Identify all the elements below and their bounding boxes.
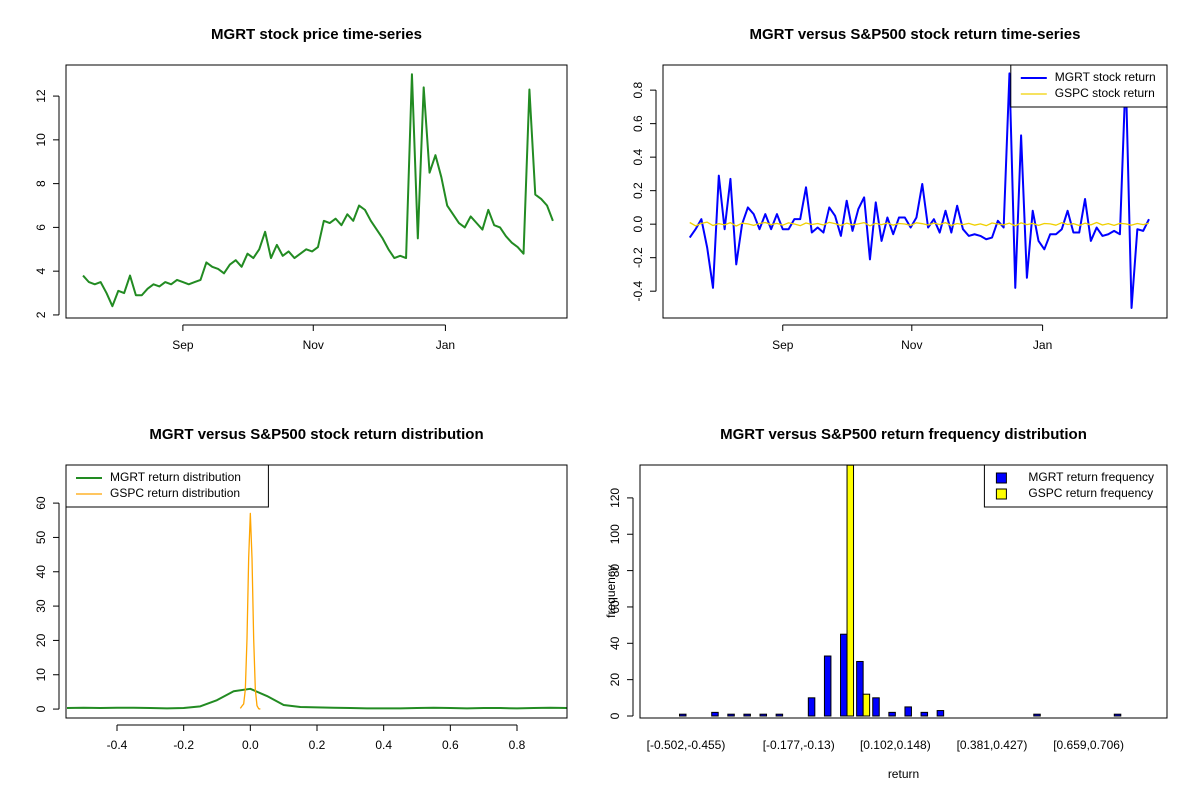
- bar: [1033, 713, 1041, 717]
- legend-swatch: [995, 472, 1007, 484]
- chart-title: MGRT versus S&P500 stock return distribu…: [149, 426, 483, 443]
- y-tick-label: 0.8: [631, 81, 645, 98]
- bar: [759, 713, 768, 717]
- bar: [856, 660, 864, 717]
- bar: [840, 633, 848, 717]
- y-tick-label: 10: [34, 668, 48, 682]
- x-tick-label: Jan: [436, 338, 455, 352]
- y-tick-label: 60: [608, 600, 622, 614]
- series-line: [689, 221, 1150, 227]
- y-tick-label: -0.4: [631, 281, 645, 302]
- y-tick-label: 20: [34, 633, 48, 647]
- y-tick-label: 100: [608, 524, 622, 544]
- y-tick-label: 120: [608, 488, 622, 508]
- y-tick-label: 6: [34, 224, 48, 231]
- bar: [872, 697, 880, 717]
- bar: [846, 465, 855, 717]
- bar: [1113, 713, 1122, 717]
- x-tick-label: 0.0: [242, 738, 259, 752]
- bar: [807, 697, 816, 717]
- bar: [936, 710, 945, 717]
- legend-label: GSPC stock return: [1055, 86, 1155, 100]
- x-tick-label: -0.4: [107, 738, 128, 752]
- x-tick-label: 0.2: [309, 738, 326, 752]
- x-tick-label: -0.2: [173, 738, 194, 752]
- y-tick-label: 0: [34, 705, 48, 712]
- chart-title: MGRT stock price time-series: [211, 26, 422, 43]
- bar: [862, 693, 871, 717]
- bar: [888, 711, 896, 717]
- y-tick-label: 12: [34, 89, 48, 103]
- legend-label: GSPC return frequency: [1028, 486, 1153, 500]
- x-tick-label: [-0.177,-0.13): [763, 738, 835, 752]
- series-line: [66, 687, 567, 710]
- bar: [775, 713, 784, 717]
- plot-frame: [639, 464, 1168, 719]
- x-tick-label: 0.6: [442, 738, 459, 752]
- x-tick-label: [0.102,0.148): [860, 738, 931, 752]
- y-tick-label: 10: [34, 133, 48, 147]
- bar: [823, 655, 832, 717]
- legend-box: [983, 464, 1168, 508]
- y-axis-label: frequency: [604, 565, 618, 618]
- x-tick-label: Sep: [772, 338, 794, 352]
- legend-label: MGRT return distribution: [110, 470, 241, 484]
- y-tick-label: 30: [34, 599, 48, 613]
- legend-label: MGRT return frequency: [1028, 470, 1154, 484]
- bar: [743, 713, 751, 717]
- x-tick-label: Jan: [1033, 338, 1052, 352]
- y-tick-label: -0.2: [631, 247, 645, 268]
- chart-title: MGRT versus S&P500 return frequency dist…: [720, 426, 1087, 443]
- legend-label: MGRT stock return: [1055, 70, 1156, 84]
- plot-frame: [65, 464, 568, 719]
- bar: [679, 713, 687, 717]
- series-line: [688, 72, 1150, 309]
- y-tick-label: 2: [34, 311, 48, 318]
- y-tick-label: 4: [34, 268, 48, 275]
- y-tick-label: 60: [34, 496, 48, 510]
- plot-frame: [662, 64, 1168, 319]
- series-line: [82, 73, 554, 308]
- y-tick-label: 0.6: [631, 115, 645, 132]
- x-axis-label: return: [888, 767, 919, 781]
- y-tick-label: 40: [608, 636, 622, 650]
- x-tick-label: Nov: [303, 338, 324, 352]
- y-tick-label: 0.2: [631, 182, 645, 199]
- x-tick-label: 0.8: [509, 738, 526, 752]
- x-tick-label: Sep: [172, 338, 194, 352]
- x-tick-label: [0.659,0.706): [1053, 738, 1124, 752]
- x-tick-label: Nov: [901, 338, 922, 352]
- series-line: [239, 512, 261, 710]
- y-tick-label: 80: [608, 564, 622, 578]
- bar: [727, 713, 735, 717]
- chart-title: MGRT versus S&P500 stock return time-ser…: [750, 26, 1081, 43]
- plot-frame: [65, 64, 568, 319]
- legend-box: [65, 464, 269, 508]
- y-tick-label: 0.0: [631, 216, 645, 233]
- legend-box: [1010, 64, 1168, 108]
- x-tick-label: [0.381,0.427): [957, 738, 1028, 752]
- y-tick-label: 40: [34, 565, 48, 579]
- legend-label: GSPC return distribution: [110, 486, 240, 500]
- y-tick-label: 8: [34, 180, 48, 187]
- y-tick-label: 0.4: [631, 148, 645, 165]
- y-tick-label: 50: [34, 530, 48, 544]
- x-tick-label: [-0.502,-0.455): [647, 738, 726, 752]
- bar: [920, 711, 929, 717]
- x-tick-label: 0.4: [375, 738, 392, 752]
- legend-swatch: [995, 488, 1007, 500]
- bar: [904, 706, 912, 717]
- y-tick-label: 20: [608, 673, 622, 687]
- y-tick-label: 0: [608, 712, 622, 719]
- bar: [711, 711, 719, 717]
